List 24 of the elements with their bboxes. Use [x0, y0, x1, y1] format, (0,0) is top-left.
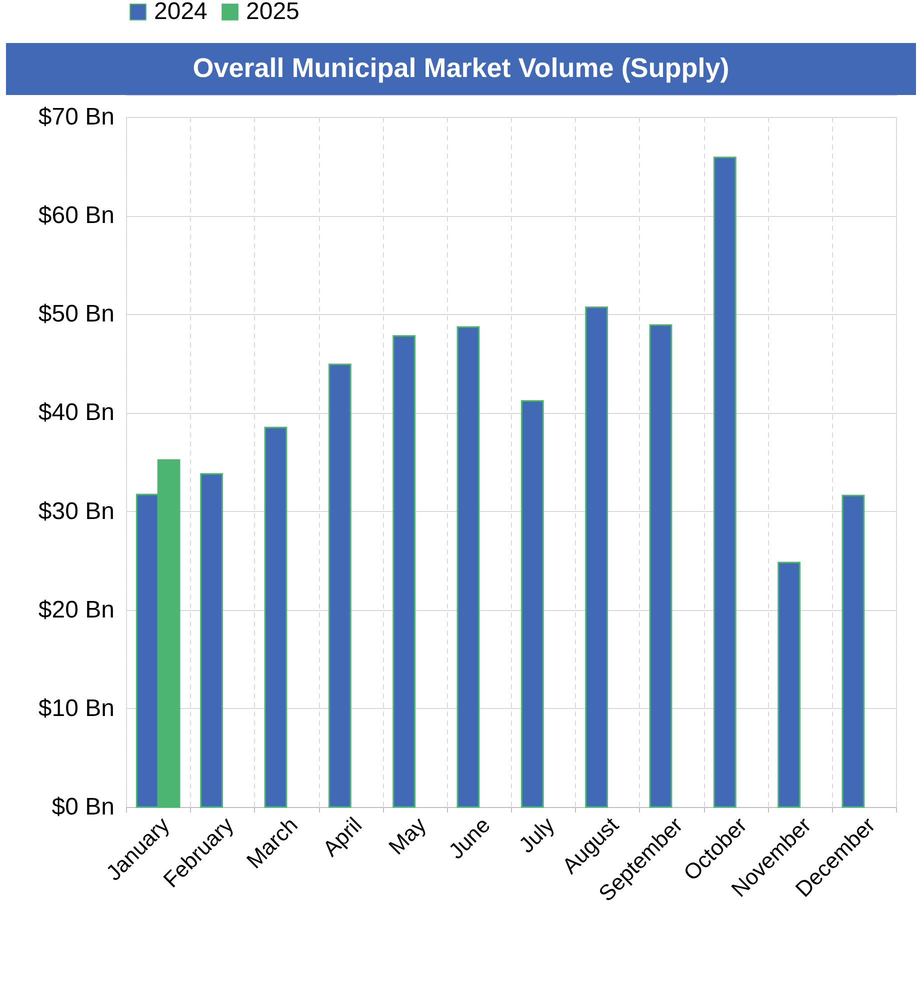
bar — [328, 364, 352, 808]
bar — [842, 494, 865, 808]
x-tick-label: May — [384, 812, 431, 860]
y-tick-label: $60 Bn — [38, 202, 114, 230]
bar — [778, 562, 800, 808]
y-tick-label: $0 Bn — [52, 794, 114, 820]
y-tick-label: $40 Bn — [38, 399, 114, 426]
bar — [264, 426, 288, 808]
bar — [713, 156, 736, 808]
legend-label: 2024 — [154, 0, 208, 25]
chart-title: Overall Municipal Market Volume (Supply) — [192, 53, 730, 83]
y-tick-label: $70 Bn — [38, 104, 114, 130]
bar — [392, 335, 416, 808]
y-tick-label: $50 Bn — [38, 300, 114, 328]
y-tick-label: $30 Bn — [38, 498, 114, 525]
x-tick-label: July — [514, 812, 560, 858]
legend-label: 2025 — [246, 0, 300, 25]
bar — [456, 326, 480, 808]
bar — [200, 473, 223, 808]
y-tick-label: $10 Bn — [38, 694, 114, 722]
bar — [520, 400, 544, 808]
bar — [585, 306, 608, 808]
y-tick-label: $20 Bn — [38, 596, 114, 624]
bar — [649, 324, 672, 808]
